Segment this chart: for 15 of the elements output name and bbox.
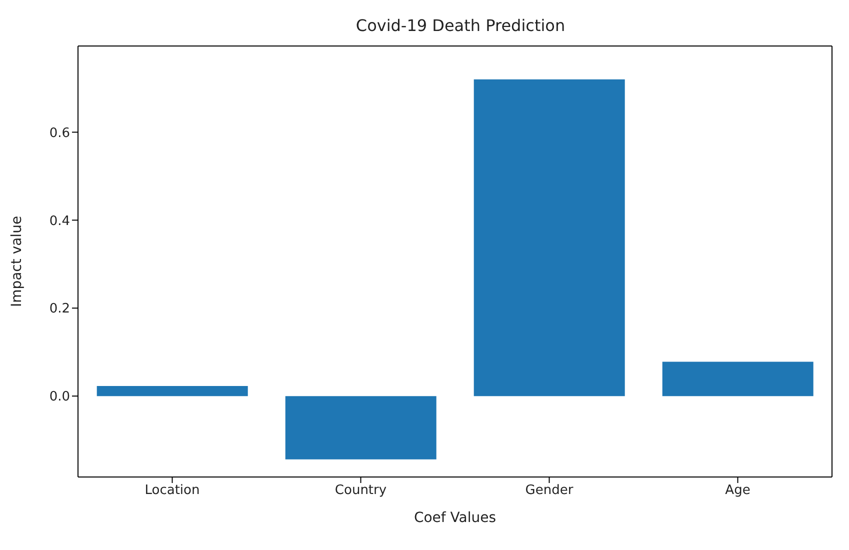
bar bbox=[96, 386, 248, 396]
x-tick-label: Location bbox=[144, 483, 200, 498]
bar bbox=[662, 362, 814, 396]
bar bbox=[474, 79, 625, 396]
x-axis-title: Coef Values bbox=[414, 510, 496, 526]
chart-title: Covid-19 Death Prediction bbox=[354, 16, 566, 35]
y-tick-label: 0.0 bbox=[49, 390, 70, 405]
bar bbox=[285, 396, 436, 460]
x-tick-label: Age bbox=[725, 483, 750, 498]
y-tick-label: 0.4 bbox=[49, 214, 70, 229]
x-tick-label: Country bbox=[334, 483, 387, 498]
x-tick-label: Gender bbox=[525, 483, 574, 498]
y-tick-label: 0.6 bbox=[49, 126, 70, 141]
y-axis-title: Impact value bbox=[8, 216, 25, 308]
y-tick-label: 0.2 bbox=[49, 302, 70, 317]
